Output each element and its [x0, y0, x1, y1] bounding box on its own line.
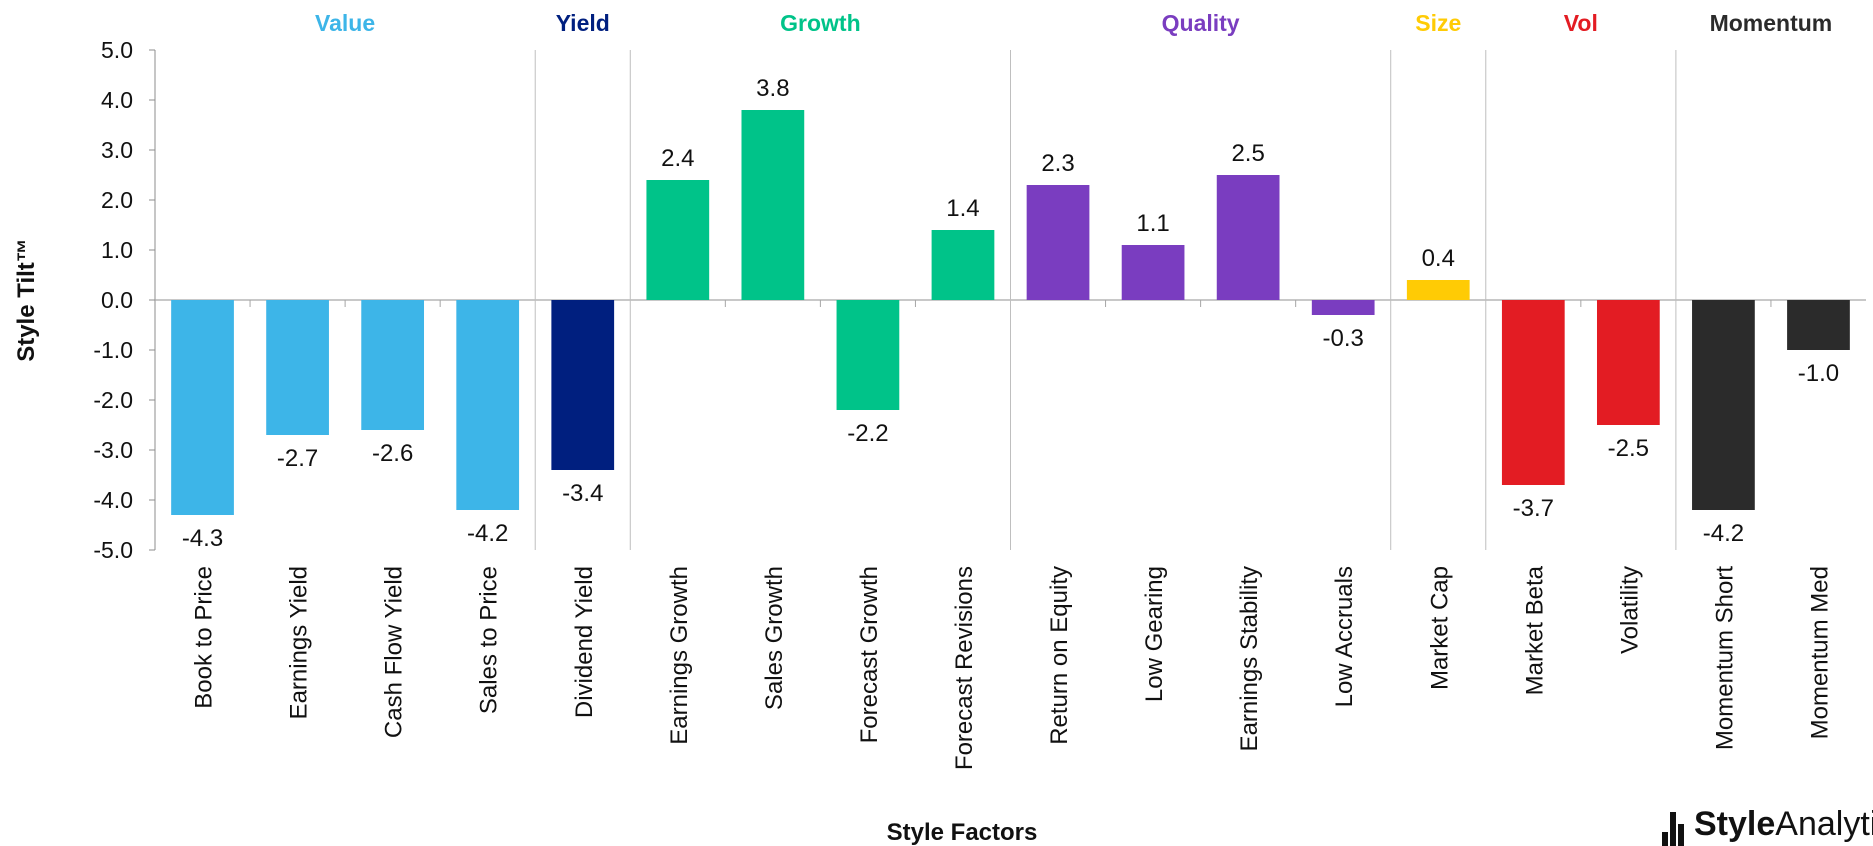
data-label-earnings-stability: 2.5 [1231, 140, 1264, 167]
data-label-return-on-equity: 2.3 [1041, 150, 1074, 177]
category-label-sales-growth: Sales Growth [761, 566, 788, 710]
data-label-momentum-med: -1.0 [1798, 360, 1839, 387]
category-label-return-on-equity: Return on Equity [1046, 566, 1073, 745]
axes [149, 49, 1866, 551]
bar-low-accruals [1311, 300, 1375, 315]
category-label-momentum-short: Momentum Short [1711, 566, 1738, 750]
bar-earnings-stability [1216, 175, 1280, 300]
group-label-yield: Yield [556, 10, 610, 36]
group-label-quality: Quality [1162, 10, 1240, 36]
category-label-forecast-growth: Forecast Growth [856, 566, 883, 743]
y-tick-label: -5.0 [93, 537, 133, 563]
logo-wordmark: StyleAnalytics [1694, 805, 1873, 843]
y-tick-label: 2.0 [101, 187, 133, 213]
bar-return-on-equity [1026, 185, 1090, 300]
category-label-volatility: Volatility [1616, 566, 1643, 654]
category-label-forecast-revisions: Forecast Revisions [951, 566, 978, 770]
y-tick-label: 4.0 [101, 87, 133, 113]
x-axis-title: Style Factors [887, 819, 1038, 846]
data-label-market-cap: 0.4 [1422, 245, 1455, 272]
bar-earnings-yield [266, 300, 329, 435]
bar-cash-flow-yield [361, 300, 425, 430]
category-label-low-gearing: Low Gearing [1141, 566, 1168, 702]
bar-book-to-price [171, 300, 234, 515]
y-tick-label: 3.0 [101, 137, 133, 163]
data-label-book-to-price: -4.3 [182, 525, 223, 552]
group-label-growth: Growth [780, 10, 861, 36]
bar-forecast-revisions [931, 230, 995, 300]
bar-market-beta [1501, 300, 1565, 485]
category-label-sales-to-price: Sales to Price [476, 566, 503, 714]
data-label-volatility: -2.5 [1608, 435, 1649, 462]
y-tick-label: -4.0 [93, 487, 133, 513]
bar-forecast-growth [836, 300, 900, 410]
bars [171, 110, 1850, 515]
category-label-low-accruals: Low Accruals [1331, 566, 1358, 707]
logo-bars-icon [1662, 801, 1692, 846]
y-tick-label: 0.0 [101, 287, 133, 313]
data-label-earnings-yield: -2.7 [277, 445, 318, 472]
bar-momentum-short [1692, 300, 1755, 510]
styleanalytics-logo: StyleAnalytics [1658, 797, 1873, 846]
group-label-vol: Vol [1564, 10, 1598, 36]
labels: 5.0 4.0 3.0 2.0 1.0 0.0 -1.0 -2.0 -3.0 -4.0 -5.0 Va… [93, 10, 1839, 770]
category-label-cash-flow-yield: Cash Flow Yield [381, 566, 408, 738]
category-label-book-to-price: Book to Price [191, 566, 218, 709]
data-label-forecast-growth: -2.2 [847, 420, 888, 447]
data-label-cash-flow-yield: -2.6 [372, 440, 413, 467]
group-label-size: Size [1415, 10, 1461, 36]
bar-dividend-yield [551, 300, 615, 470]
y-axis-title: Style Tilt™ [13, 238, 40, 362]
data-label-market-beta: -3.7 [1513, 495, 1554, 522]
bar-sales-growth [741, 110, 805, 300]
bar-sales-to-price [456, 300, 520, 510]
bar-market-cap [1406, 280, 1470, 300]
group-label-value: Value [315, 10, 375, 36]
category-label-earnings-growth: Earnings Growth [666, 566, 693, 745]
bar-low-gearing [1121, 245, 1185, 300]
category-label-market-cap: Market Cap [1426, 566, 1453, 690]
category-label-momentum-med: Momentum Med [1806, 566, 1833, 739]
data-label-forecast-revisions: 1.4 [946, 195, 979, 222]
data-label-low-accruals: -0.3 [1323, 325, 1364, 352]
data-label-sales-to-price: -4.2 [467, 520, 508, 547]
y-tick-label: -3.0 [93, 437, 133, 463]
bar-volatility [1596, 300, 1660, 425]
data-label-momentum-short: -4.2 [1703, 520, 1744, 547]
bar-earnings-growth [646, 180, 710, 300]
category-label-dividend-yield: Dividend Yield [571, 566, 598, 718]
category-label-market-beta: Market Beta [1521, 565, 1548, 695]
y-tick-label: -1.0 [93, 337, 133, 363]
y-tick-label: -2.0 [93, 387, 133, 413]
category-label-earnings-stability: Earnings Stability [1236, 566, 1263, 751]
y-tick-label: 5.0 [101, 37, 133, 63]
data-label-dividend-yield: -3.4 [562, 480, 603, 507]
data-label-low-gearing: 1.1 [1136, 210, 1169, 237]
category-label-earnings-yield: Earnings Yield [286, 566, 313, 719]
data-label-earnings-growth: 2.4 [661, 145, 694, 172]
y-tick-label: 1.0 [101, 237, 133, 263]
group-label-momentum: Momentum [1710, 10, 1833, 36]
bar-momentum-med [1787, 300, 1850, 350]
data-label-sales-growth: 3.8 [756, 75, 789, 102]
